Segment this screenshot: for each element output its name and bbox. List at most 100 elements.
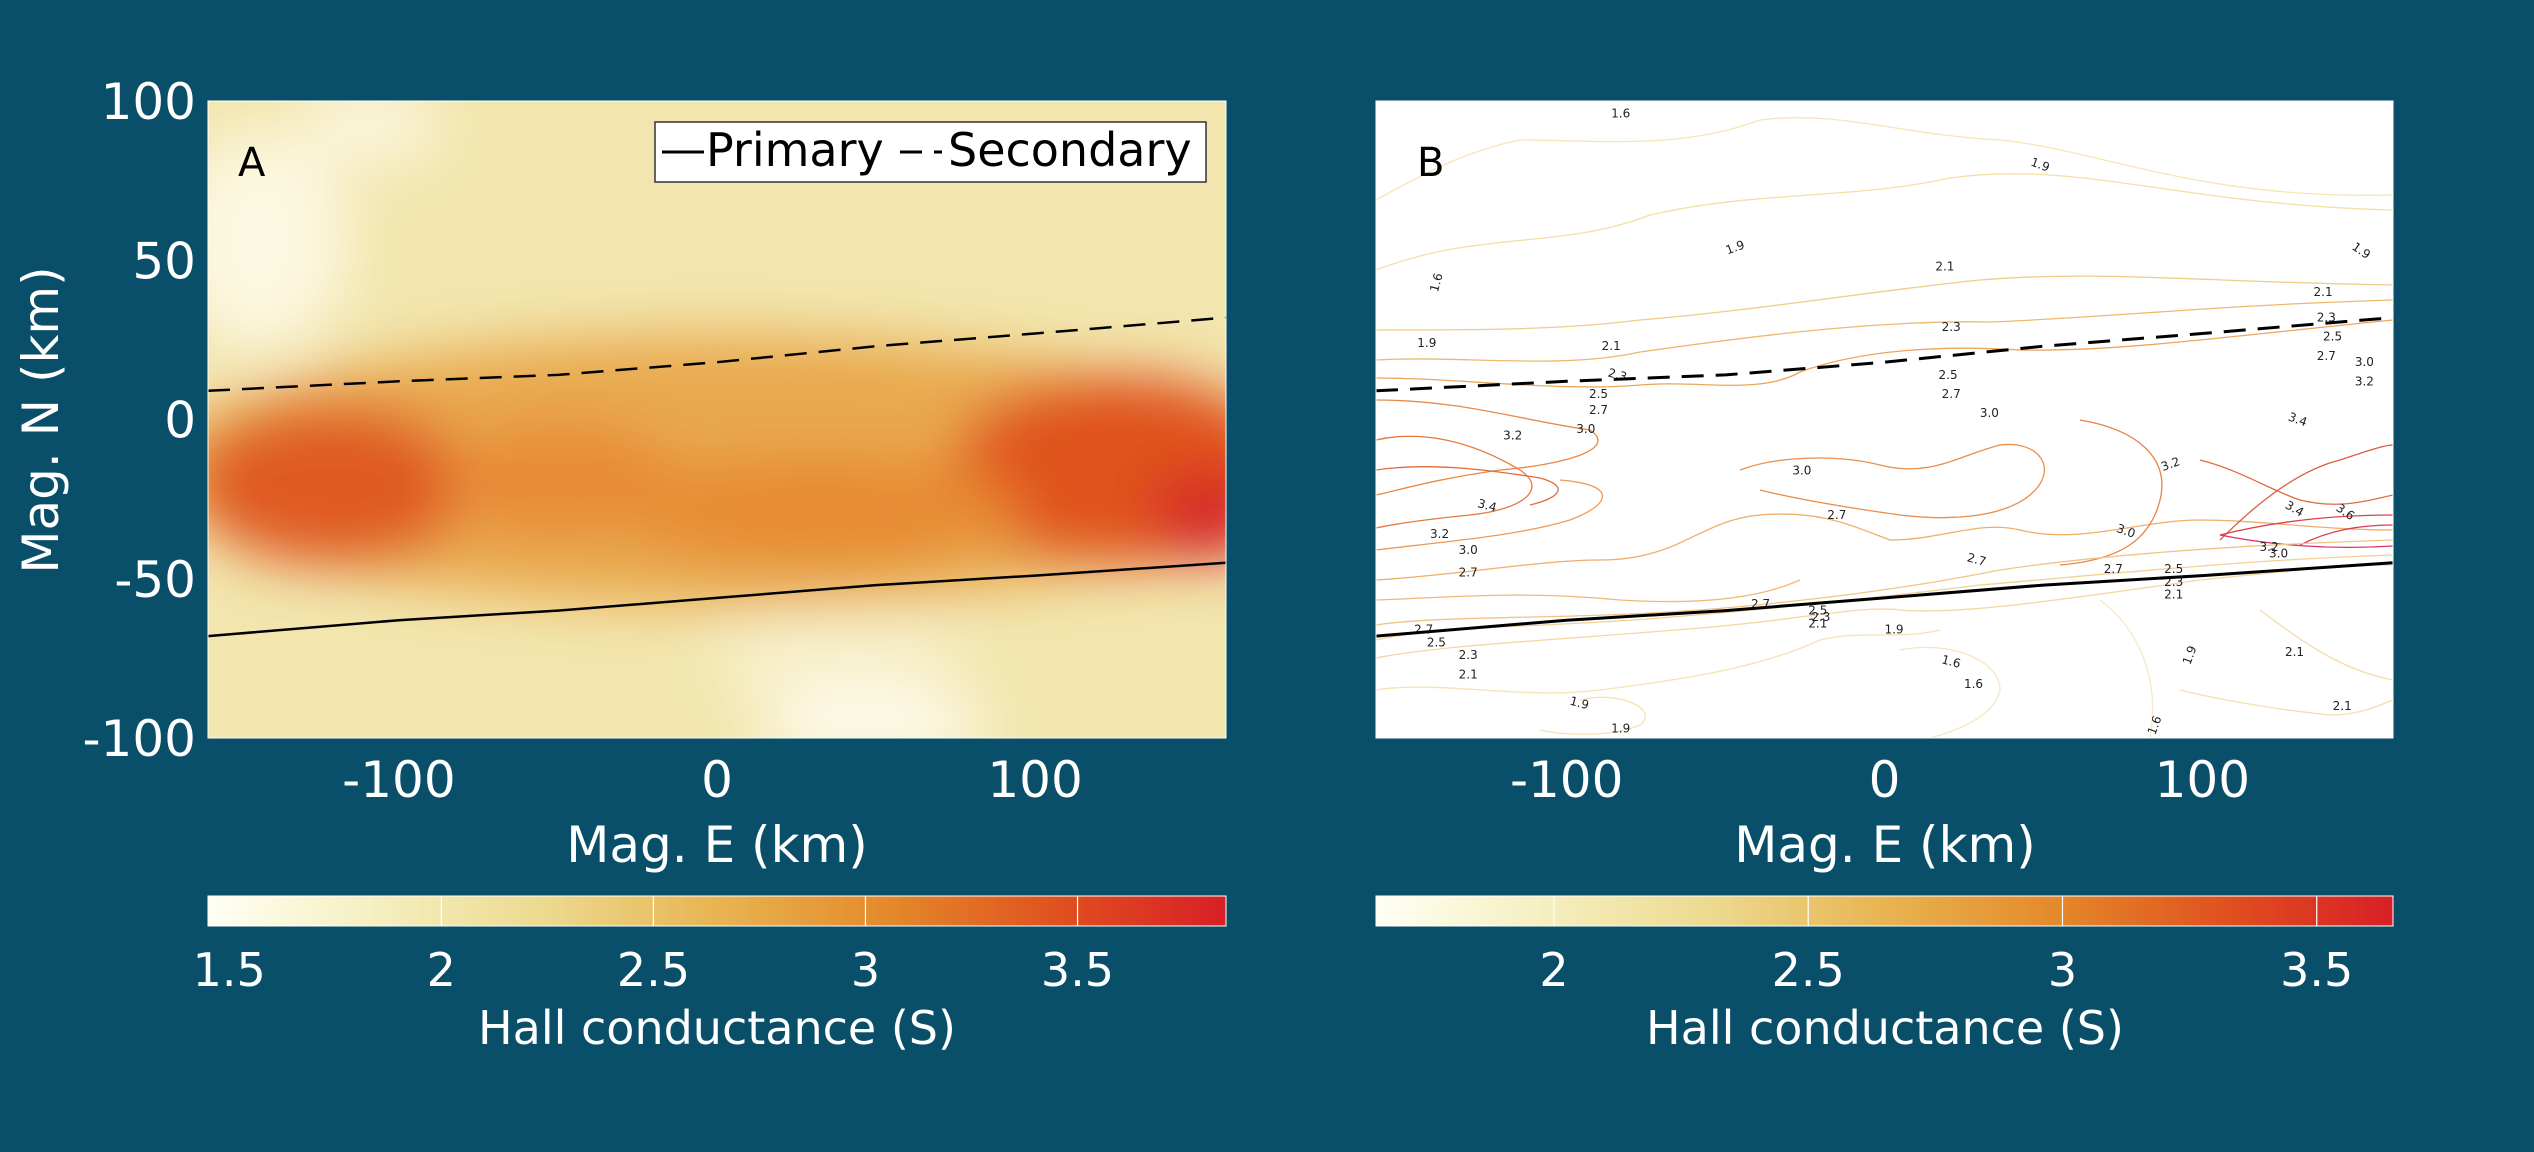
contour-line bbox=[1899, 646, 2001, 738]
contour-label: 2.3 bbox=[1459, 648, 1478, 662]
contour-label: 2.5 bbox=[1939, 368, 1958, 382]
colorbar-tick-label: 1.5 bbox=[193, 943, 266, 997]
contour-label: 2.7 bbox=[2317, 349, 2336, 363]
contour-label: 3.0 bbox=[1980, 406, 1999, 420]
contour-label: 2.7 bbox=[1966, 550, 1988, 568]
contour-label: 2.7 bbox=[1942, 387, 1961, 401]
contour-line bbox=[1376, 479, 1604, 551]
panel-a-y-ticks: 100 50 0 -50 -100 bbox=[83, 73, 196, 768]
primary-boundary-line bbox=[208, 561, 1226, 638]
colorbar-tick-label: 3 bbox=[851, 943, 880, 997]
contour-label: 3.4 bbox=[2286, 410, 2309, 430]
contour-label: 2.5 bbox=[1427, 635, 1446, 649]
contour-line bbox=[2199, 459, 2393, 505]
contour-line bbox=[1376, 435, 1533, 529]
contour-label: 3.0 bbox=[2355, 355, 2374, 369]
contour-line bbox=[2059, 419, 2163, 566]
colorbar-b-bar bbox=[1375, 895, 2394, 927]
panel-a-heatmap bbox=[208, 101, 1226, 738]
contour-line bbox=[1376, 466, 1559, 506]
heat-blob-center bbox=[620, 455, 1020, 565]
contour-line bbox=[1539, 696, 1646, 735]
heat-blob-right-core bbox=[1150, 470, 1226, 560]
x-tick-label: 0 bbox=[701, 751, 733, 809]
x-tick-label: 100 bbox=[987, 751, 1082, 809]
contour-label: 1.6 bbox=[1611, 107, 1630, 121]
contour-label: 2.1 bbox=[1935, 260, 1954, 274]
contour-label: 2.1 bbox=[2164, 588, 2183, 602]
contour-label: 1.9 bbox=[1611, 721, 1630, 735]
legend: Primary Secondary bbox=[654, 121, 1207, 183]
contour-label: 2.3 bbox=[1811, 610, 1830, 624]
contour-label: 3.2 bbox=[2260, 540, 2279, 554]
panel-b: 1.61.91.91.91.62.12.12.32.31.9 2.12.32.52… bbox=[1375, 100, 2394, 1055]
contour-label: 1.9 bbox=[2180, 644, 2200, 667]
legend-secondary-label: Secondary bbox=[948, 123, 1192, 177]
heat-pale-bottom-2 bbox=[710, 630, 970, 690]
contour-line bbox=[1376, 629, 1941, 694]
colorbar-a-label: Hall conductance (S) bbox=[478, 1001, 956, 1055]
contour-label: 2.7 bbox=[1589, 403, 1608, 417]
legend-primary-label: Primary bbox=[706, 123, 884, 177]
contour-label: 1.6 bbox=[1964, 677, 1983, 691]
x-tick-label: 0 bbox=[1869, 751, 1901, 809]
contour-line bbox=[1376, 299, 2393, 362]
colorbar-a: 1.5 2 2.5 3 3.5 Hall conductance (S) bbox=[193, 895, 1227, 1055]
x-tick-label: -100 bbox=[1510, 751, 1623, 809]
contour-line bbox=[2299, 524, 2393, 546]
contour-label: 2.7 bbox=[1827, 508, 1846, 522]
contour-line bbox=[2219, 514, 2393, 536]
contour-label: 2.7 bbox=[2104, 562, 2123, 576]
contour-line bbox=[2259, 609, 2393, 681]
panel-a-xlabel: Mag. E (km) bbox=[566, 816, 867, 874]
contour-label: 1.9 bbox=[2029, 155, 2052, 175]
secondary-boundary-line bbox=[1376, 316, 2393, 393]
panel-a-label: A bbox=[238, 140, 266, 186]
contour-label: 3.2 bbox=[1503, 428, 1522, 442]
contour-label: 2.1 bbox=[1459, 667, 1478, 681]
contour-label: 3.0 bbox=[1459, 543, 1478, 557]
contour-line bbox=[2179, 689, 2393, 716]
colorbar-tick-label: 2.5 bbox=[1772, 943, 1845, 997]
contour-label: 3.2 bbox=[2355, 374, 2374, 388]
contour-line bbox=[2219, 444, 2393, 541]
colorbar-tick-label: 3 bbox=[2048, 943, 2077, 997]
contour-line bbox=[1376, 513, 2393, 581]
contour-label: 2.1 bbox=[2333, 699, 2352, 713]
contour-label: 2.7 bbox=[1459, 565, 1478, 579]
colorbar-b-label: Hall conductance (S) bbox=[1646, 1001, 2124, 1055]
panel-b-xlabel: Mag. E (km) bbox=[1734, 816, 2035, 874]
heat-blob-mid bbox=[440, 425, 680, 535]
contour-label: 3.4 bbox=[1476, 496, 1498, 514]
contour-label: 1.9 bbox=[1724, 238, 1747, 258]
y-tick-label: 50 bbox=[132, 232, 196, 290]
panel-b-plot-area bbox=[1376, 101, 2393, 738]
heat-pale-topleft bbox=[208, 130, 350, 350]
contour-label: 1.9 bbox=[1568, 694, 1590, 712]
y-tick-label: -50 bbox=[114, 551, 196, 609]
contour-line bbox=[1376, 539, 2393, 626]
contour-label: 2.3 bbox=[2317, 311, 2336, 325]
contour-label: 3.0 bbox=[2269, 546, 2288, 560]
panel-b-x-ticks: -100 0 100 bbox=[1510, 751, 2250, 809]
contour-label: 2.3 bbox=[1942, 320, 1961, 334]
contour-label: 2.5 bbox=[2164, 562, 2183, 576]
contour-label: 3.0 bbox=[1792, 464, 1811, 478]
panel-b-label: B bbox=[1417, 140, 1444, 186]
contour-label: 2.1 bbox=[1602, 339, 1621, 353]
contour-label: 1.9 bbox=[1884, 623, 1903, 637]
contour-label: 1.6 bbox=[1940, 652, 1962, 670]
contour-label: 2.1 bbox=[2285, 645, 2304, 659]
contour-label: 1.9 bbox=[1417, 336, 1436, 350]
contour-line bbox=[2219, 534, 2393, 549]
contour-label: 2.1 bbox=[2314, 285, 2333, 299]
panel-a-x-ticks: -100 0 100 bbox=[342, 751, 1083, 809]
panel-a-ylabel: Mag. N (km) bbox=[12, 266, 70, 573]
colorbar-b: 2 2.5 3 3.5 Hall conductance (S) bbox=[1375, 895, 2394, 1055]
contour-label: 2.5 bbox=[1808, 604, 1827, 618]
y-tick-label: -100 bbox=[83, 710, 196, 768]
contour-label: 1.6 bbox=[2145, 714, 2165, 737]
heat-pale-topleft-2 bbox=[300, 101, 440, 165]
primary-boundary-line bbox=[1376, 561, 2393, 638]
